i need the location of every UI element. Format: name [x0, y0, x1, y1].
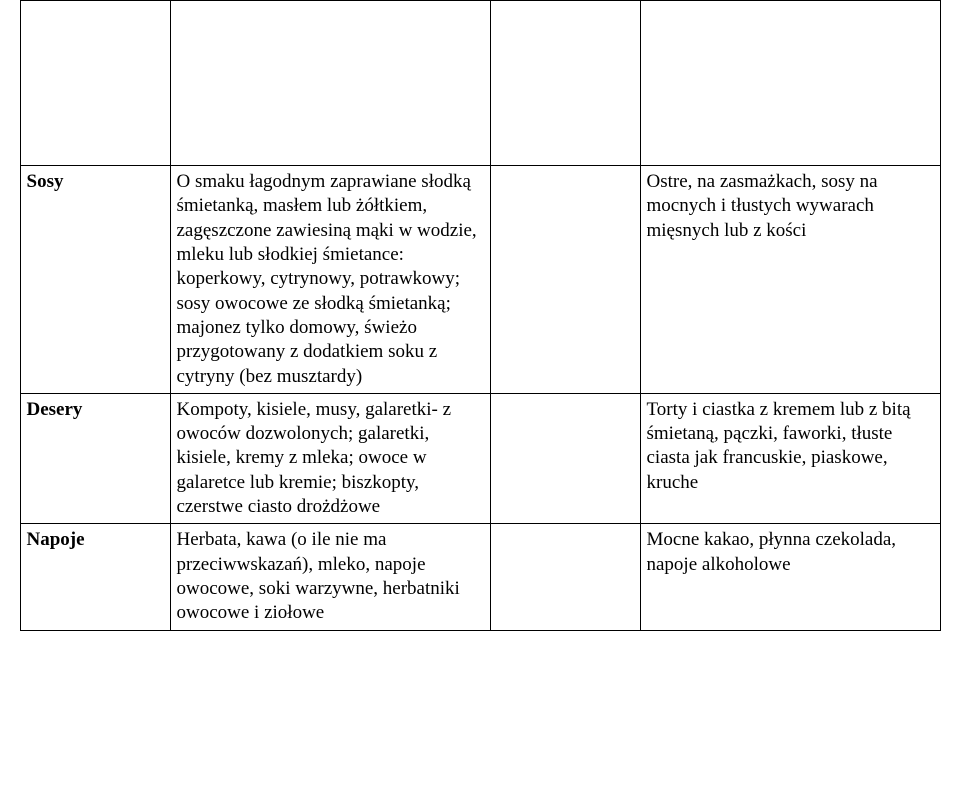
row-allowed: Herbata, kawa (o ile nie ma przeciwwskaz…: [170, 524, 490, 630]
row-allowed: Kompoty, kisiele, musy, galaretki- z owo…: [170, 393, 490, 524]
row-label: Napoje: [20, 524, 170, 630]
row-blank: [490, 524, 640, 630]
row-forbidden: [640, 1, 940, 166]
row-label: Desery: [20, 393, 170, 524]
row-forbidden: Mocne kakao, płynna czekolada, napoje al…: [640, 524, 940, 630]
row-blank: [490, 166, 640, 394]
row-blank: [490, 1, 640, 166]
diet-table: Sosy O smaku łagodnym zaprawiane słodką …: [20, 0, 941, 631]
row-label: Sosy: [20, 166, 170, 394]
row-allowed: O smaku łagodnym zaprawiane słodką śmiet…: [170, 166, 490, 394]
table-row: Desery Kompoty, kisiele, musy, galaretki…: [20, 393, 940, 524]
row-label: [20, 1, 170, 166]
table-row: Napoje Herbata, kawa (o ile nie ma przec…: [20, 524, 940, 630]
row-blank: [490, 393, 640, 524]
table-row: [20, 1, 940, 166]
table-row: Sosy O smaku łagodnym zaprawiane słodką …: [20, 166, 940, 394]
row-forbidden: Ostre, na zasmażkach, sosy na mocnych i …: [640, 166, 940, 394]
row-forbidden: Torty i ciastka z kremem lub z bitą śmie…: [640, 393, 940, 524]
row-allowed: [170, 1, 490, 166]
